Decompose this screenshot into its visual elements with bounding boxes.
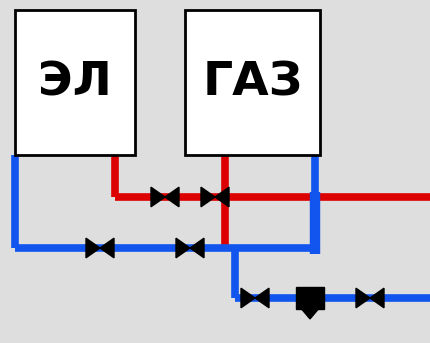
Polygon shape bbox=[255, 288, 269, 308]
Polygon shape bbox=[165, 187, 179, 207]
Polygon shape bbox=[201, 187, 215, 207]
FancyBboxPatch shape bbox=[296, 287, 324, 309]
Polygon shape bbox=[100, 238, 114, 258]
FancyBboxPatch shape bbox=[15, 10, 135, 155]
Polygon shape bbox=[370, 288, 384, 308]
Polygon shape bbox=[190, 238, 204, 258]
Text: ГАЗ: ГАЗ bbox=[202, 60, 303, 105]
Polygon shape bbox=[176, 238, 190, 258]
Polygon shape bbox=[356, 288, 370, 308]
Polygon shape bbox=[151, 187, 165, 207]
FancyBboxPatch shape bbox=[185, 10, 320, 155]
Polygon shape bbox=[301, 309, 318, 319]
Polygon shape bbox=[241, 288, 255, 308]
Text: ЭЛ: ЭЛ bbox=[38, 60, 112, 105]
Polygon shape bbox=[86, 238, 100, 258]
Polygon shape bbox=[215, 187, 229, 207]
